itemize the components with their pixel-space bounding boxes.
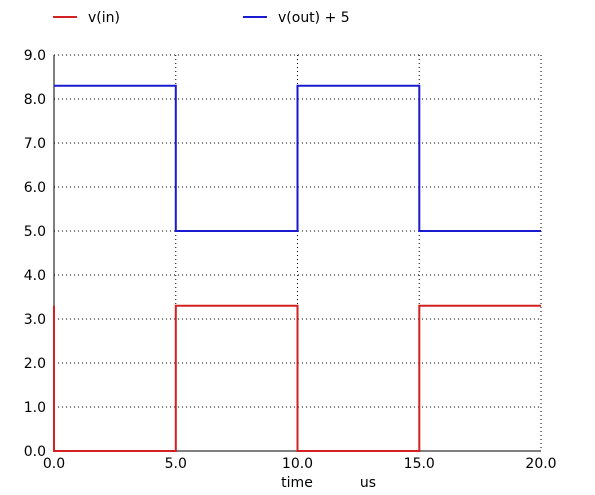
x-tick-label: 10.0 bbox=[282, 456, 313, 472]
y-tick-label: 2.0 bbox=[24, 356, 46, 372]
y-tick-label: 3.0 bbox=[24, 312, 46, 328]
series-group bbox=[53, 84, 541, 452]
y-tick-label: 9.0 bbox=[24, 48, 46, 64]
legend-label-2: v(out) + 5 bbox=[278, 10, 350, 26]
y-tick-label: 6.0 bbox=[24, 180, 46, 196]
y-tick-label: 8.0 bbox=[24, 92, 46, 108]
y-tick-label: 0.0 bbox=[24, 444, 46, 460]
y-tick-label: 5.0 bbox=[24, 224, 46, 240]
x-tick-label: 5.0 bbox=[165, 456, 187, 472]
x-tick-label: 15.0 bbox=[404, 456, 435, 472]
x-axis-label: time bbox=[281, 475, 313, 491]
x-tick-label: 0.0 bbox=[43, 456, 65, 472]
legend: v(in) v(out) + 5 bbox=[53, 10, 350, 26]
legend-label-1: v(in) bbox=[88, 10, 120, 26]
x-tick-label: 20.0 bbox=[525, 456, 556, 472]
series-line-1 bbox=[53, 304, 541, 452]
y-tick-label: 1.0 bbox=[24, 400, 46, 416]
y-tick-label: 7.0 bbox=[24, 136, 46, 152]
tick-labels: 0.0 1.0 2.0 3.0 4.0 5.0 6.0 7.0 8.0 9.0 0.0 5.0 10.0… bbox=[24, 48, 557, 472]
series-line-2 bbox=[54, 84, 541, 232]
y-tick-label: 4.0 bbox=[24, 268, 46, 284]
x-axis-unit: us bbox=[360, 475, 376, 491]
